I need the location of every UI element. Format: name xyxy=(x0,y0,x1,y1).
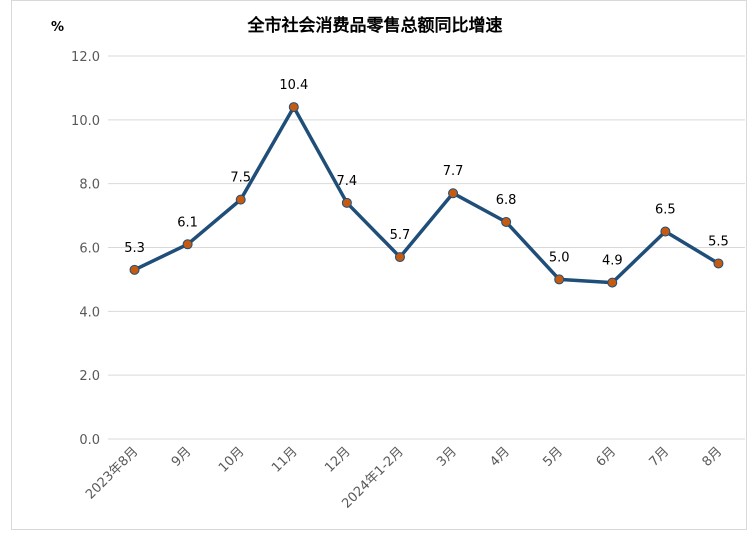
x-tick-label: 11月 xyxy=(269,444,300,475)
data-label: 4.9 xyxy=(602,254,623,269)
y-tick-label: 10.0 xyxy=(71,114,100,129)
x-tick-label: 8月 xyxy=(700,444,726,470)
data-point xyxy=(554,274,565,285)
data-label: 6.1 xyxy=(177,215,198,230)
chart-title: 全市社会消费品零售总额同比增速 xyxy=(247,16,503,36)
x-tick-label: 6月 xyxy=(593,444,619,470)
y-tick-label: 4.0 xyxy=(79,305,100,320)
data-label: 5.0 xyxy=(549,250,570,265)
y-tick-label: 0.0 xyxy=(79,433,100,448)
data-label: 7.5 xyxy=(230,171,251,186)
data-point xyxy=(341,197,352,208)
data-label: 10.4 xyxy=(279,78,308,93)
data-label: 6.8 xyxy=(496,193,517,208)
data-point xyxy=(235,194,246,205)
data-point xyxy=(713,258,724,269)
x-tick-label: 12月 xyxy=(322,444,353,475)
x-tick-label: 10月 xyxy=(216,444,247,475)
data-label: 5.5 xyxy=(708,234,729,249)
data-point xyxy=(129,264,140,275)
data-label: 6.5 xyxy=(655,203,676,218)
y-unit-label: % xyxy=(51,20,65,35)
x-tick-label: 9月 xyxy=(169,444,195,470)
y-tick-label: 12.0 xyxy=(71,50,100,65)
y-tick-label: 8.0 xyxy=(79,178,100,193)
data-point xyxy=(448,188,459,199)
series-line xyxy=(133,105,720,285)
data-point xyxy=(288,102,299,113)
gridlines xyxy=(108,55,745,440)
x-tick-label: 5月 xyxy=(540,444,566,470)
x-tick-label: 7月 xyxy=(647,444,673,470)
data-label: 5.7 xyxy=(390,228,411,243)
data-point xyxy=(660,226,671,237)
x-tick-label: 2023年8月 xyxy=(83,444,141,502)
y-tick-label: 6.0 xyxy=(79,242,100,257)
y-axis-ticks: 0.0 2.0 4.0 6.0 8.0 10.0 12.0 xyxy=(71,50,100,448)
data-label: 7.4 xyxy=(337,174,358,189)
y-tick-label: 2.0 xyxy=(79,369,100,384)
data-point xyxy=(501,216,512,227)
data-label: 7.7 xyxy=(443,164,464,179)
data-point xyxy=(607,277,618,288)
data-point xyxy=(182,239,193,250)
data-label: 5.3 xyxy=(124,241,145,256)
x-tick-label: 4月 xyxy=(487,444,513,470)
x-tick-label: 3月 xyxy=(434,444,460,470)
series-layer xyxy=(129,102,724,288)
data-labels: 5.3 6.1 7.5 10.4 7.4 5.7 7.7 6.8 5.0 4.9 6.5 5.5 xyxy=(124,78,729,269)
data-point xyxy=(394,252,405,263)
